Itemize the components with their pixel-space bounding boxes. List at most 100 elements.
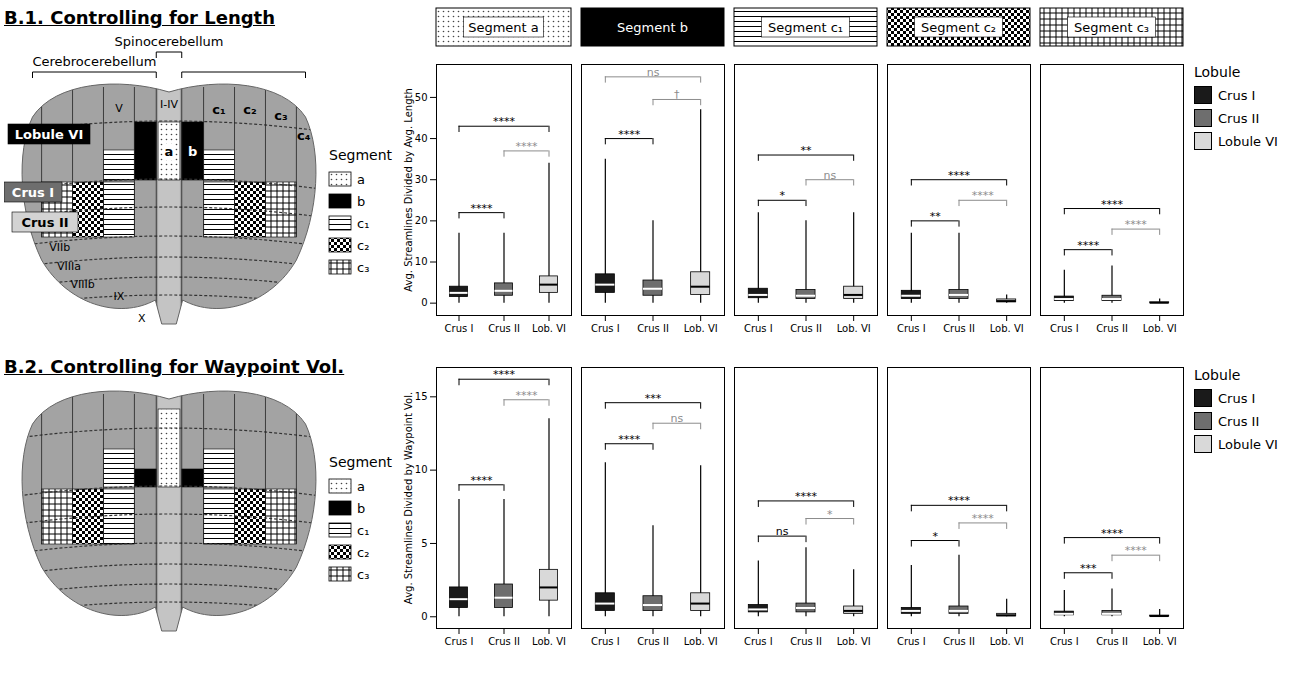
svg-text:Crus II: Crus II — [21, 215, 68, 230]
svg-text:40: 40 — [415, 133, 428, 144]
svg-text:VIIIa: VIIIa — [57, 260, 81, 273]
svg-text:*: * — [827, 508, 833, 521]
svg-text:****: **** — [1101, 527, 1124, 540]
svg-text:c₄: c₄ — [297, 128, 311, 143]
svg-text:X: X — [138, 312, 146, 325]
svg-text:Crus II: Crus II — [790, 323, 822, 334]
svg-text:ns: ns — [823, 169, 836, 182]
svg-text:Lob. VI: Lob. VI — [532, 636, 566, 647]
svg-text:Crus I: Crus I — [445, 323, 474, 334]
svg-text:Crus I: Crus I — [744, 636, 773, 647]
svg-text:Crus I: Crus I — [591, 323, 620, 334]
svg-text:****: **** — [618, 128, 641, 141]
svg-text:Crus I: Crus I — [445, 636, 474, 647]
svg-text:c₂: c₂ — [357, 238, 369, 253]
svg-text:Lob. VI: Lob. VI — [684, 636, 718, 647]
svg-text:I-IV: I-IV — [160, 98, 178, 111]
svg-text:10: 10 — [415, 256, 428, 267]
svg-text:Crus I: Crus I — [897, 323, 926, 334]
svg-text:Crus II: Crus II — [637, 323, 669, 334]
svg-text:****: **** — [948, 169, 971, 182]
svg-text:Crus I: Crus I — [897, 636, 926, 647]
svg-text:****: **** — [471, 474, 494, 487]
svg-text:Crus II: Crus II — [637, 636, 669, 647]
svg-text:50: 50 — [415, 92, 428, 103]
svg-text:0: 0 — [421, 297, 427, 308]
svg-text:****: **** — [1101, 198, 1124, 211]
svg-text:0: 0 — [421, 611, 427, 622]
svg-text:†: † — [674, 88, 680, 101]
svg-text:Crus I: Crus I — [744, 323, 773, 334]
svg-text:15: 15 — [415, 391, 428, 402]
svg-text:c₁: c₁ — [357, 523, 369, 538]
svg-text:Crus I: Crus I — [591, 636, 620, 647]
svg-text:10: 10 — [415, 464, 428, 475]
svg-text:****: **** — [493, 368, 516, 381]
svg-text:Crus II: Crus II — [488, 636, 520, 647]
svg-text:**: ** — [801, 144, 813, 157]
svg-text:****: **** — [972, 512, 995, 525]
svg-text:b: b — [357, 194, 365, 209]
svg-text:c₃: c₃ — [274, 108, 287, 123]
svg-text:ns: ns — [776, 525, 789, 538]
svg-text:Lob. VI: Lob. VI — [837, 323, 871, 334]
svg-text:Crus II: Crus II — [790, 636, 822, 647]
svg-text:****: **** — [471, 202, 494, 215]
svg-text:30: 30 — [415, 174, 428, 185]
svg-text:ns: ns — [670, 412, 683, 425]
svg-text:Crus I: Crus I — [12, 185, 54, 200]
svg-text:b: b — [188, 144, 197, 159]
svg-text:****: **** — [1125, 218, 1148, 231]
svg-text:Crus II: Crus II — [1096, 323, 1128, 334]
svg-text:c₁: c₁ — [357, 216, 369, 231]
svg-text:a: a — [357, 172, 365, 187]
svg-text:****: **** — [1077, 239, 1100, 252]
svg-text:****: **** — [795, 490, 818, 503]
svg-text:****: **** — [618, 433, 641, 446]
svg-text:***: *** — [645, 392, 662, 405]
svg-text:***: *** — [1080, 562, 1097, 575]
svg-text:Lob. VI: Lob. VI — [990, 323, 1024, 334]
svg-text:Segment c₂: Segment c₂ — [921, 20, 996, 35]
svg-text:c₂: c₂ — [357, 545, 369, 560]
svg-text:****: **** — [516, 140, 539, 153]
svg-text:ns: ns — [647, 66, 660, 79]
svg-text:Crus I: Crus I — [1050, 636, 1079, 647]
svg-text:Crus II: Crus II — [1096, 636, 1128, 647]
svg-text:Segment a: Segment a — [468, 20, 539, 35]
svg-text:*: * — [779, 189, 785, 202]
svg-text:Crus II: Crus II — [943, 636, 975, 647]
svg-text:*: * — [932, 530, 938, 543]
svg-text:5: 5 — [421, 538, 427, 549]
svg-text:****: **** — [948, 494, 971, 507]
svg-text:VIIIb: VIIIb — [70, 278, 94, 291]
svg-text:Lob. VI: Lob. VI — [990, 636, 1024, 647]
svg-text:Lob. VI: Lob. VI — [1143, 636, 1177, 647]
svg-text:Lob. VI: Lob. VI — [837, 636, 871, 647]
svg-text:Avg. Streamlines Divided by Wa: Avg. Streamlines Divided by Waypoint Vol… — [403, 392, 414, 604]
svg-text:****: **** — [972, 189, 995, 202]
svg-text:Crus II: Crus II — [943, 323, 975, 334]
svg-text:IX: IX — [114, 290, 125, 303]
svg-text:****: **** — [493, 115, 516, 128]
svg-text:c₃: c₃ — [357, 260, 369, 275]
svg-text:20: 20 — [415, 215, 428, 226]
svg-text:Cerebrocerebellum: Cerebrocerebellum — [32, 54, 156, 69]
svg-text:Lob. VI: Lob. VI — [532, 323, 566, 334]
svg-text:****: **** — [516, 389, 539, 402]
svg-text:V: V — [115, 102, 123, 115]
svg-text:****: **** — [1125, 544, 1148, 557]
svg-text:VIIb: VIIb — [49, 241, 70, 254]
svg-text:Spinocerebellum: Spinocerebellum — [115, 34, 224, 49]
svg-text:Segment: Segment — [329, 454, 393, 470]
svg-text:a: a — [357, 479, 365, 494]
svg-text:Avg. Streamlines Divided by Av: Avg. Streamlines Divided by Avg. Length — [403, 88, 414, 292]
svg-text:b: b — [357, 501, 365, 516]
svg-text:Segment: Segment — [329, 147, 393, 163]
svg-text:c₁: c₁ — [212, 102, 225, 117]
svg-text:**: ** — [930, 210, 942, 223]
svg-text:c₂: c₂ — [243, 102, 256, 117]
svg-text:c₃: c₃ — [357, 567, 369, 582]
svg-text:Segment b: Segment b — [617, 20, 688, 35]
svg-text:Crus II: Crus II — [488, 323, 520, 334]
